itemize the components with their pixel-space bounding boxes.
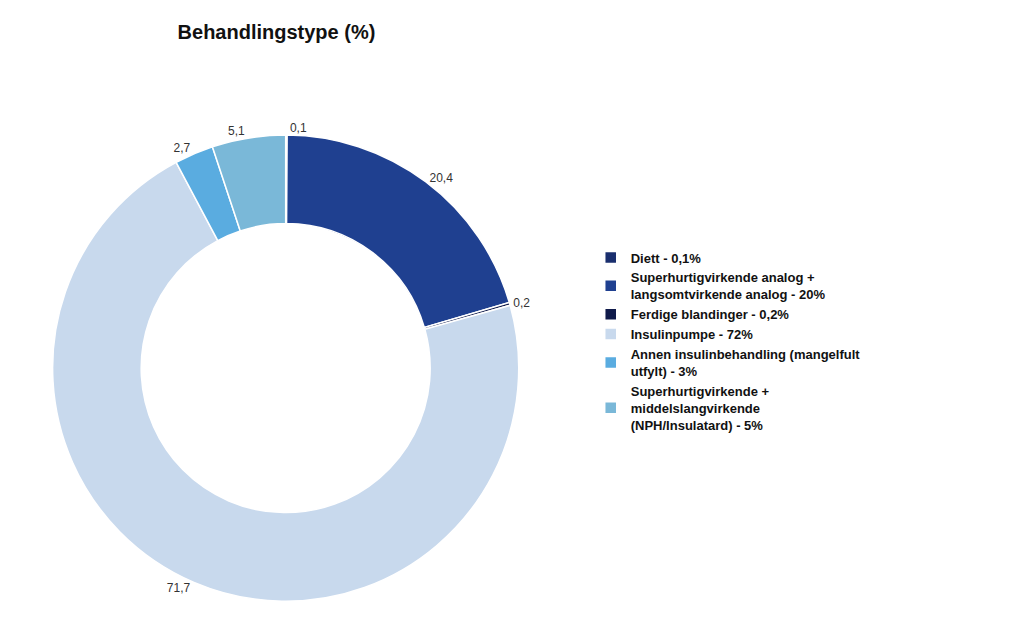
svg-text:Superhurtigvirkende analog +la: Superhurtigvirkende analog +langsomtvirk…: [631, 270, 826, 302]
svg-text:2,7: 2,7: [173, 141, 190, 155]
svg-text:0,2: 0,2: [513, 296, 530, 310]
svg-text:Insulinpumpe - 72%: Insulinpumpe - 72%: [631, 327, 754, 342]
svg-text:Ferdige blandinger - 0,2%: Ferdige blandinger - 0,2%: [631, 307, 790, 322]
svg-text:20,4: 20,4: [429, 171, 453, 185]
svg-text:Superhurtigvirkende +middelsla: Superhurtigvirkende +middelslangvirkende…: [631, 384, 770, 433]
svg-text:71,7: 71,7: [167, 581, 191, 595]
svg-text:5,1: 5,1: [228, 124, 245, 138]
svg-text:Behandlingstype (%): Behandlingstype (%): [178, 21, 376, 43]
svg-text:Diett - 0,1%: Diett - 0,1%: [631, 251, 702, 266]
svg-text:Annen insulinbehandling (mange: Annen insulinbehandling (mangelfultutfyl…: [631, 347, 861, 379]
svg-text:0,1: 0,1: [290, 121, 307, 135]
